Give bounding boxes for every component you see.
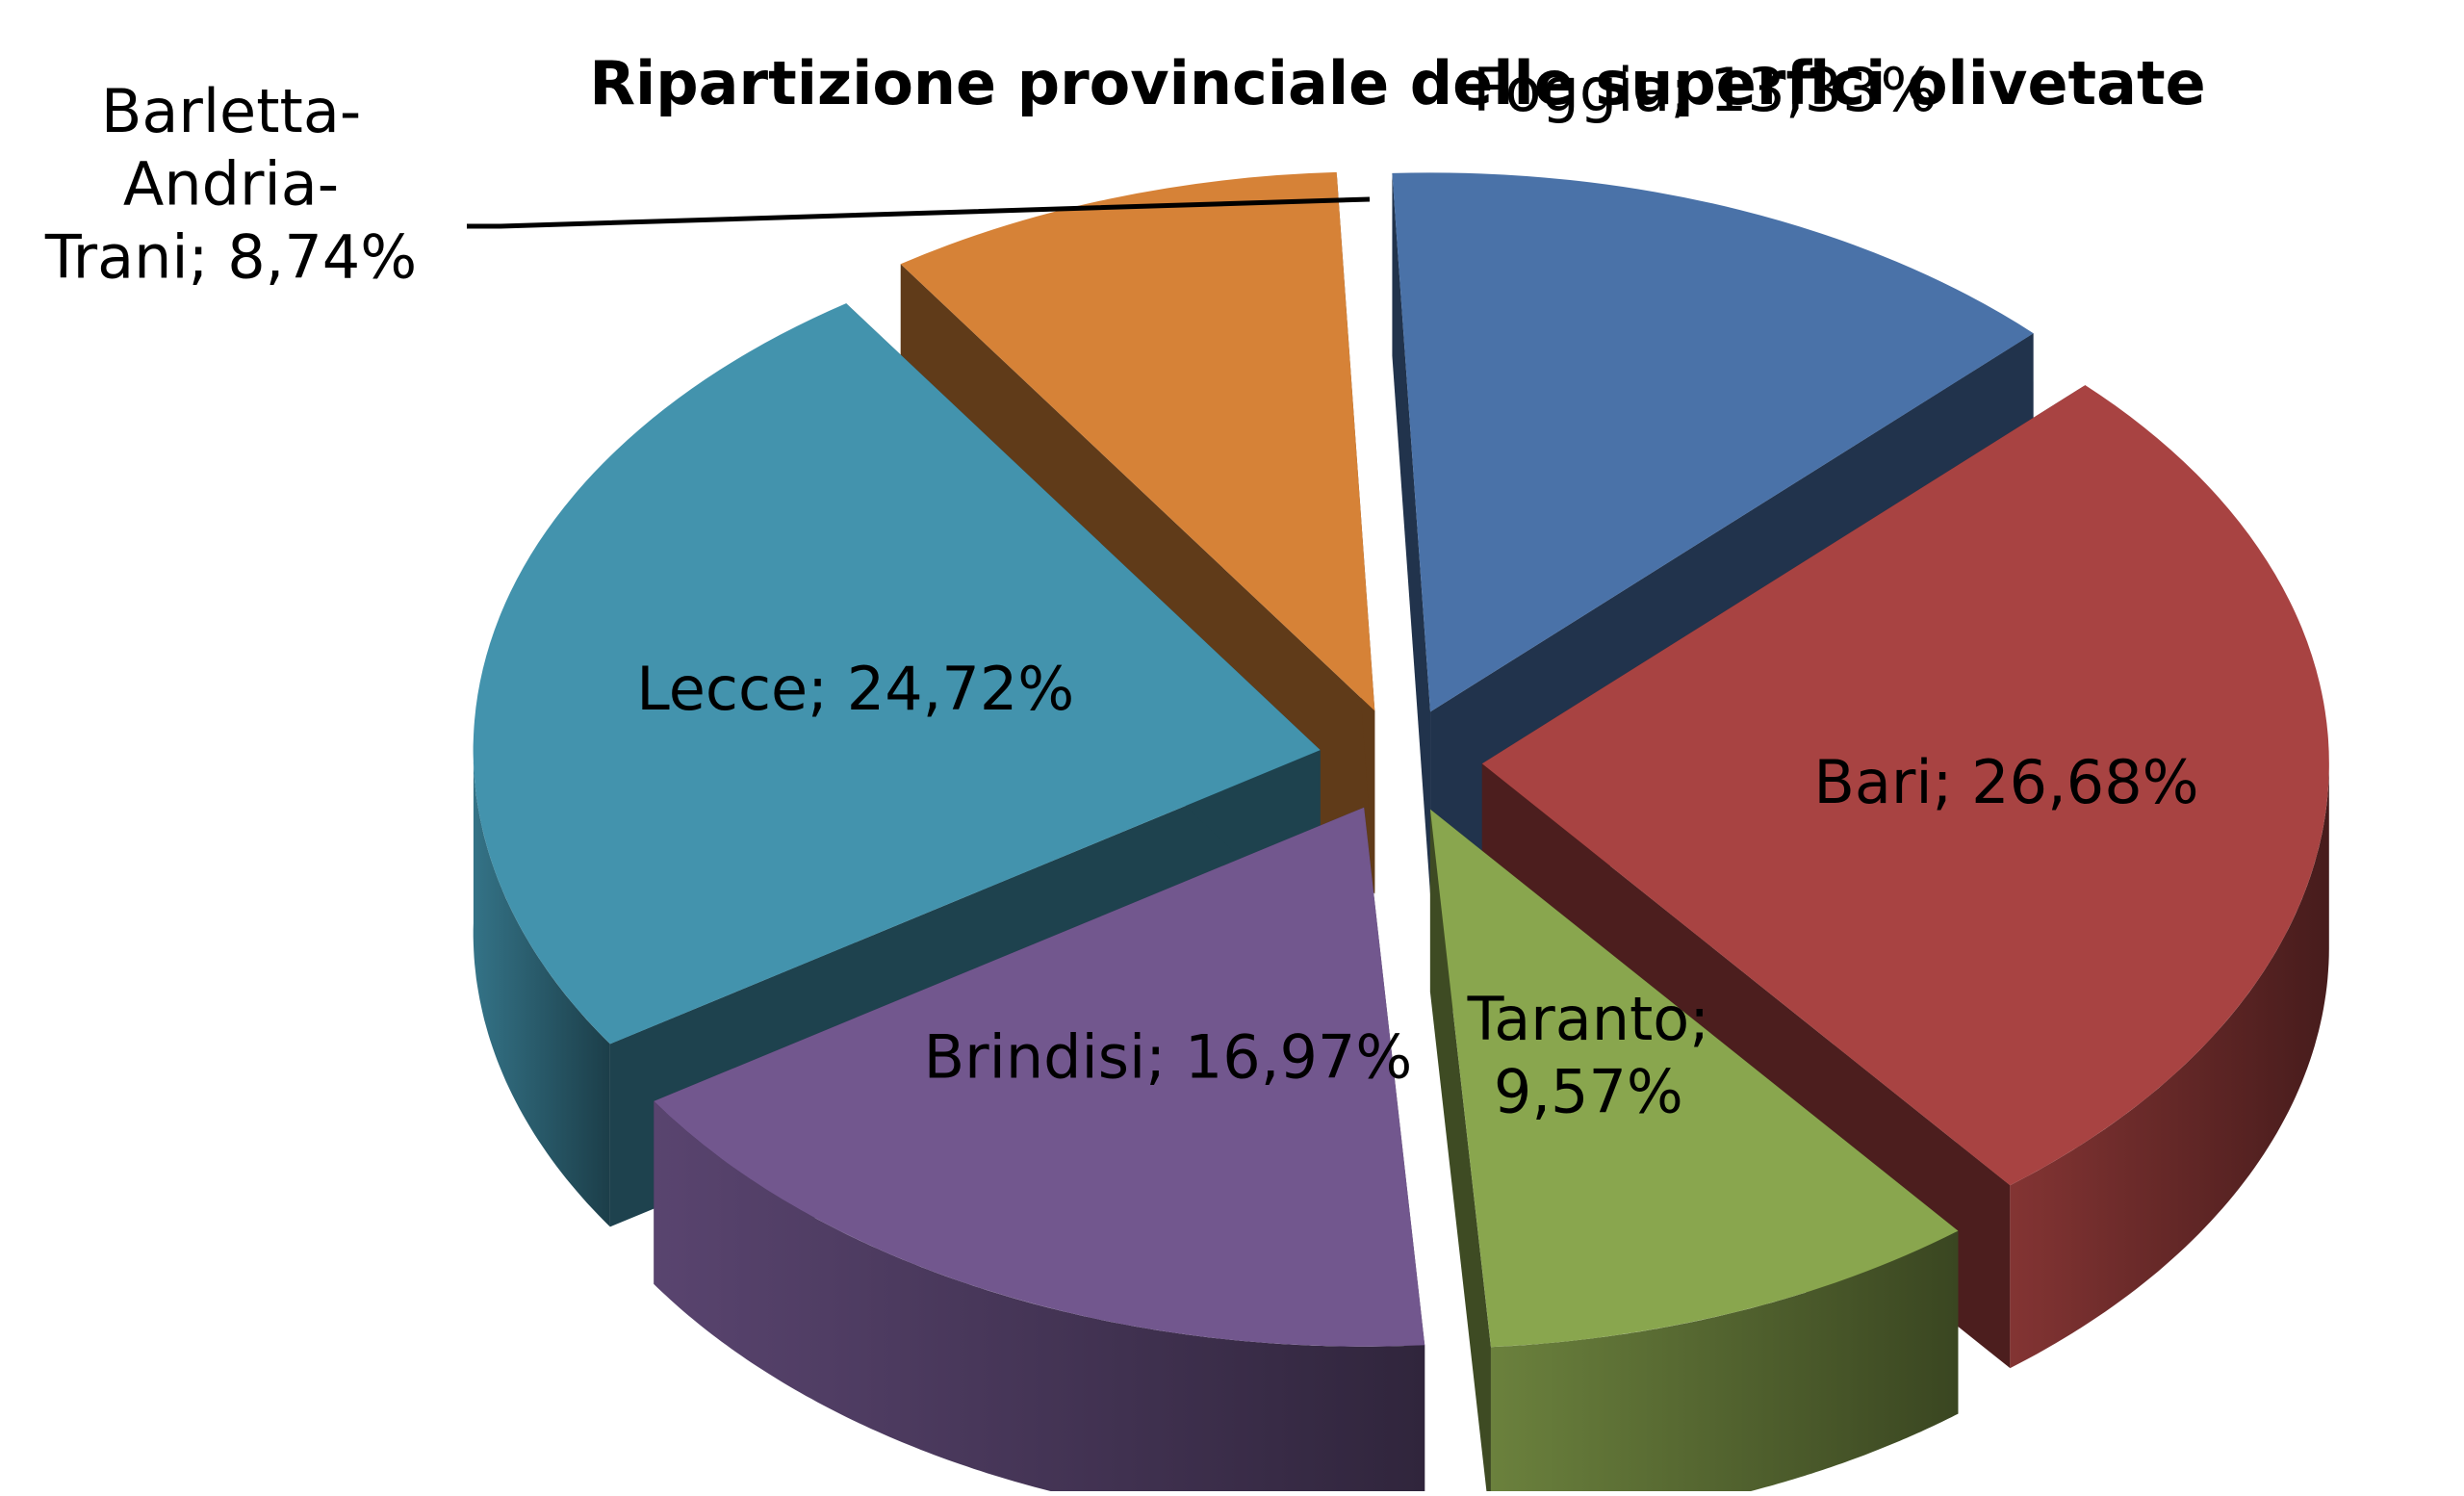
slice-outer-wall [2010, 758, 2329, 1369]
slice-top-face [473, 303, 1321, 1045]
data-label-brindisi: Brindisi; 16,97% [924, 1021, 1413, 1092]
slices-layer [473, 171, 2329, 1496]
slice-side-wall [1429, 809, 1491, 1496]
data-label-barletta-andria-trani: Barletta-Andria-Trani; 8,74% [44, 76, 417, 292]
data-label-taranto: Taranto; 9,57% [1467, 984, 1710, 1127]
slice-top-face [654, 807, 1425, 1347]
data-label-foggia: Foggia; 13,33% [1473, 55, 1937, 125]
slice-top-face [1429, 809, 1959, 1348]
slice-brindisi [654, 807, 1425, 1496]
slice-outer-wall [1491, 1230, 1959, 1496]
slice-top-face [900, 171, 1375, 711]
slice-side-wall [1392, 172, 1431, 895]
slice-outer-wall [654, 1100, 1425, 1496]
labels-layer: Foggia; 13,33% Bari; 26,68% Taranto; 9,57% B… [44, 55, 2199, 1126]
slice-top-face [1481, 385, 2329, 1186]
data-label-bari: Bari; 26,68% [1813, 747, 2198, 817]
data-label-lecce: Lecce; 24,72% [636, 654, 1074, 724]
slice-top-face [1392, 172, 2034, 712]
leader-line [467, 196, 1371, 229]
slice-taranto [1429, 809, 1959, 1496]
chart-title: Ripartizione provinciale delle superfici… [589, 48, 2205, 118]
slice-outer-wall [473, 739, 610, 1227]
